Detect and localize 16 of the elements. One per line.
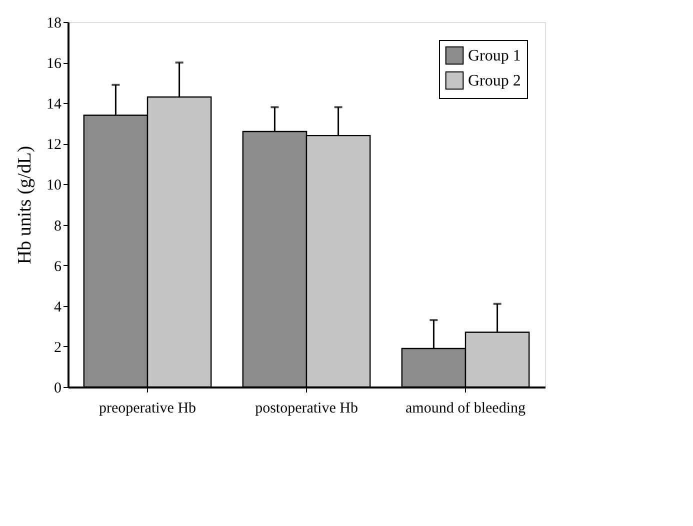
y-tick-label: 14 [46,96,62,113]
x-tick-label: amound of bleeding [406,400,526,416]
y-tick-label: 12 [46,137,62,154]
y-tick-label: 0 [54,380,62,396]
x-tick-label: postoperative Hb [255,400,358,416]
y-tick-label: 2 [54,340,62,356]
legend-label: Group 2 [468,72,521,90]
y-tick-label: 18 [46,16,62,32]
y-axis-title: Hb units (g/dL) [14,146,36,264]
y-tick-label: 10 [46,178,62,194]
legend-label: Group 1 [468,48,521,64]
x-tick-label: preoperative Hb [98,400,196,416]
y-tick-label: 8 [54,218,62,234]
y-tick-label: 6 [54,258,62,275]
y-tick-label: 16 [46,56,62,72]
y-tick-label: 4 [54,299,62,316]
